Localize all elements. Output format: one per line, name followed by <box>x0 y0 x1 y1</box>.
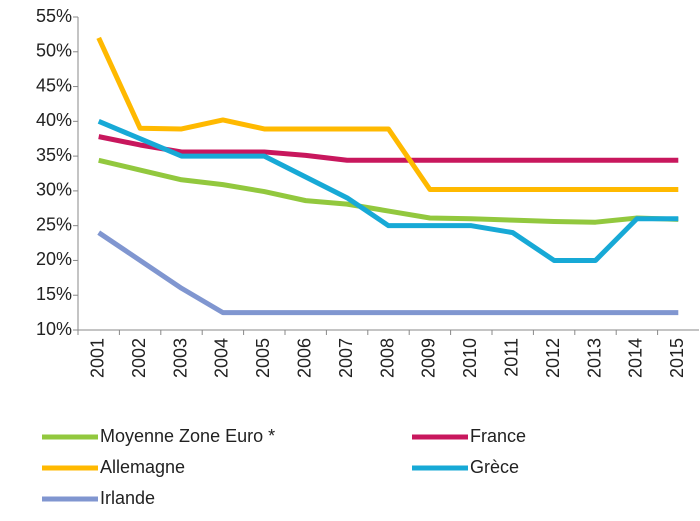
x-tick-label: 2015 <box>667 338 687 378</box>
x-tick-label: 2001 <box>87 338 107 378</box>
x-tick-label: 2007 <box>336 338 356 378</box>
line-series <box>98 157 679 225</box>
x-tick-label: 2003 <box>170 338 190 378</box>
line-series <box>96 36 679 192</box>
y-tick-label: 50% <box>36 41 72 61</box>
line-series <box>98 134 679 163</box>
legend-label: Grèce <box>470 457 519 477</box>
x-tick-label: 2014 <box>626 338 646 378</box>
line-series <box>97 119 679 263</box>
x-tick-label: 2006 <box>294 338 314 378</box>
legend-label: Irlande <box>100 488 155 508</box>
y-tick-label: 25% <box>36 214 72 234</box>
x-tick-label: 2008 <box>377 338 397 378</box>
y-tick-label: 20% <box>36 249 72 269</box>
x-tick-label: 2012 <box>543 338 563 378</box>
y-tick-label: 10% <box>36 319 72 339</box>
y-tick-label: 30% <box>36 180 72 200</box>
y-tick-label: 55% <box>36 6 72 26</box>
y-tick-label: 40% <box>36 110 72 130</box>
legend-label: Moyenne Zone Euro * <box>100 426 275 446</box>
x-tick-label: 2013 <box>584 338 604 378</box>
legend-label: Allemagne <box>100 457 185 477</box>
x-tick-label: 2011 <box>501 338 521 377</box>
x-tick-label: 2002 <box>129 338 149 378</box>
legend-label: France <box>470 426 526 446</box>
line-series <box>97 230 679 316</box>
x-tick-label: 2005 <box>253 338 273 378</box>
y-tick-label: 45% <box>36 75 72 95</box>
x-tick-label: 2009 <box>419 338 439 378</box>
x-tick-label: 2010 <box>460 338 480 378</box>
y-tick-label: 35% <box>36 145 72 165</box>
y-tick-label: 15% <box>36 284 72 304</box>
x-tick-label: 2004 <box>212 338 232 378</box>
